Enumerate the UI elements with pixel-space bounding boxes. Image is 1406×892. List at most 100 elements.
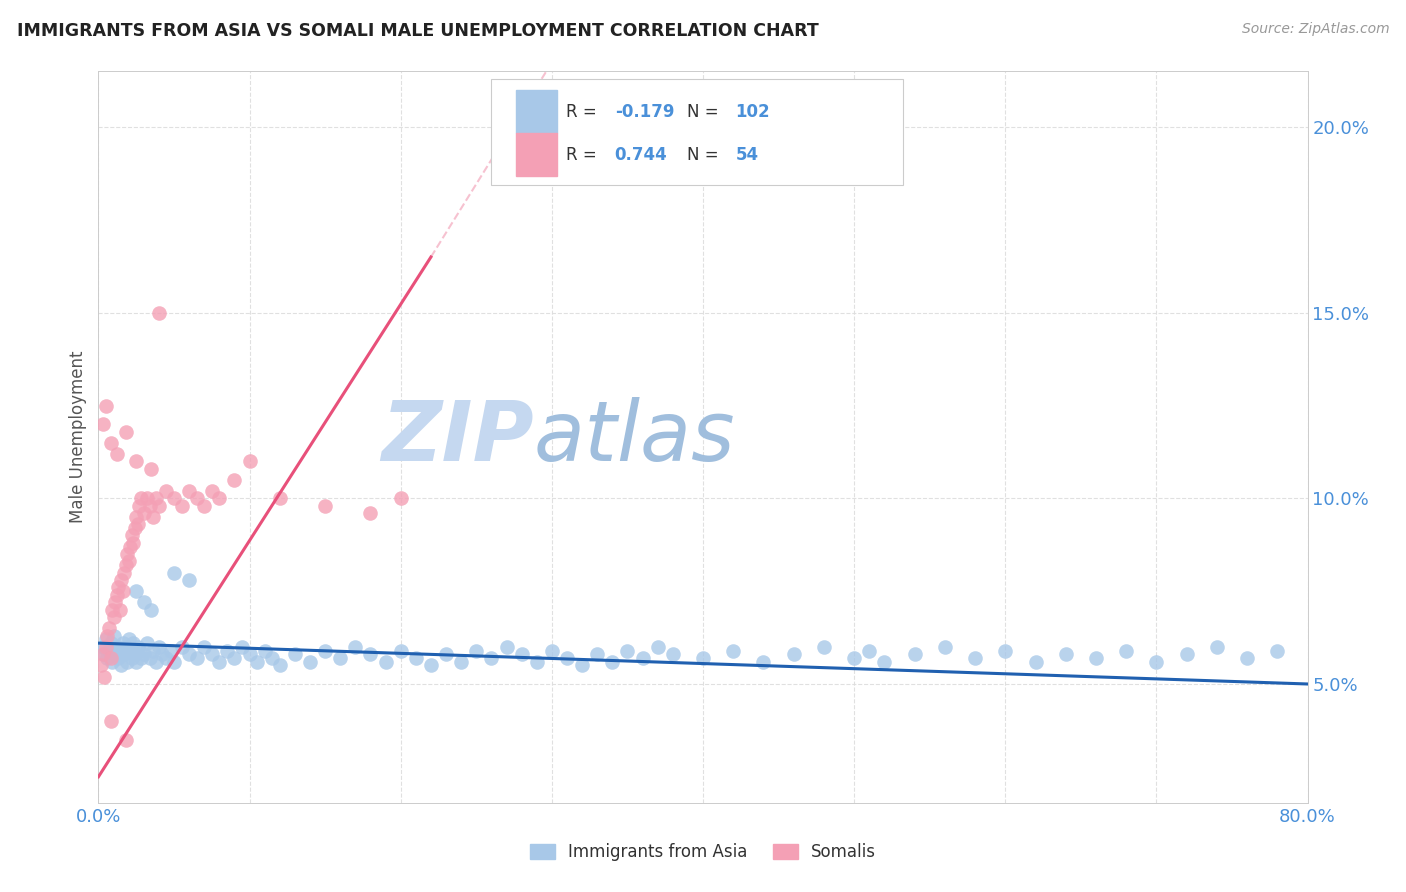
Point xyxy=(125,454,148,468)
Point xyxy=(934,640,956,654)
Point xyxy=(105,588,128,602)
Point xyxy=(127,640,149,654)
Point xyxy=(104,595,127,609)
Point xyxy=(374,655,396,669)
Point xyxy=(1024,655,1046,669)
Point xyxy=(1175,648,1198,662)
Point xyxy=(121,651,143,665)
Point xyxy=(150,648,173,662)
Point xyxy=(555,651,578,665)
Point xyxy=(813,640,835,654)
Point xyxy=(114,732,136,747)
Point xyxy=(120,643,142,657)
Point xyxy=(94,632,117,647)
Point xyxy=(262,651,284,665)
Point xyxy=(114,558,136,573)
Point xyxy=(107,651,129,665)
Y-axis label: Male Unemployment: Male Unemployment xyxy=(69,351,87,524)
Point xyxy=(141,603,163,617)
Point xyxy=(111,584,134,599)
Point xyxy=(125,655,148,669)
Point xyxy=(141,461,163,475)
Point xyxy=(118,554,141,568)
Point xyxy=(246,655,269,669)
Point xyxy=(193,499,215,513)
Point xyxy=(215,643,238,657)
FancyBboxPatch shape xyxy=(516,133,557,176)
Point xyxy=(145,655,167,669)
Point xyxy=(1206,640,1229,654)
Point xyxy=(111,636,134,650)
Point xyxy=(389,491,412,506)
Point xyxy=(112,566,135,580)
Point xyxy=(1115,643,1137,657)
Point xyxy=(481,651,503,665)
Point xyxy=(224,651,246,665)
Point xyxy=(142,509,165,524)
Point xyxy=(94,399,117,413)
Point xyxy=(1236,651,1258,665)
Point xyxy=(1054,648,1077,662)
Point xyxy=(201,648,224,662)
Point xyxy=(179,573,201,587)
Point xyxy=(139,499,162,513)
Text: -0.179: -0.179 xyxy=(614,103,675,120)
Point xyxy=(647,640,669,654)
Point xyxy=(783,648,806,662)
Point xyxy=(128,643,150,657)
Point xyxy=(224,473,246,487)
Point xyxy=(239,454,262,468)
Point xyxy=(616,643,638,657)
Point xyxy=(201,483,224,498)
Point xyxy=(299,655,322,669)
Point xyxy=(510,648,533,662)
Point xyxy=(193,640,215,654)
Point xyxy=(904,648,927,662)
Point xyxy=(103,610,125,624)
Point xyxy=(329,651,352,665)
Point xyxy=(1144,655,1167,669)
Point xyxy=(108,643,131,657)
Point xyxy=(129,491,152,506)
Point xyxy=(122,536,145,550)
Point xyxy=(602,655,624,669)
Point xyxy=(344,640,367,654)
Point xyxy=(1085,651,1108,665)
Point xyxy=(100,435,122,450)
Point xyxy=(103,629,125,643)
Point xyxy=(360,506,382,520)
Text: IMMIGRANTS FROM ASIA VS SOMALI MALE UNEMPLOYMENT CORRELATION CHART: IMMIGRANTS FROM ASIA VS SOMALI MALE UNEM… xyxy=(17,22,818,40)
Point xyxy=(96,651,118,665)
Point xyxy=(120,540,142,554)
Point xyxy=(127,517,149,532)
Point xyxy=(269,491,291,506)
Point xyxy=(108,603,131,617)
Point xyxy=(420,658,443,673)
Point xyxy=(91,640,114,654)
FancyBboxPatch shape xyxy=(516,90,557,133)
Point xyxy=(148,499,170,513)
Point xyxy=(135,636,157,650)
Point xyxy=(114,640,136,654)
Point xyxy=(239,648,262,662)
Point xyxy=(100,651,122,665)
Point xyxy=(125,584,148,599)
Point xyxy=(163,491,186,506)
Point xyxy=(208,655,231,669)
Point xyxy=(858,643,880,657)
Point xyxy=(148,640,170,654)
Point xyxy=(231,640,253,654)
Point xyxy=(692,651,714,665)
Point xyxy=(661,648,683,662)
Point xyxy=(124,521,146,535)
Point xyxy=(110,658,132,673)
Text: atlas: atlas xyxy=(534,397,735,477)
Point xyxy=(314,643,336,657)
Point xyxy=(145,491,167,506)
Point xyxy=(94,640,117,654)
Point xyxy=(284,648,307,662)
Point xyxy=(1267,643,1289,657)
Point xyxy=(873,655,896,669)
Point xyxy=(90,658,112,673)
Text: 54: 54 xyxy=(735,145,759,163)
